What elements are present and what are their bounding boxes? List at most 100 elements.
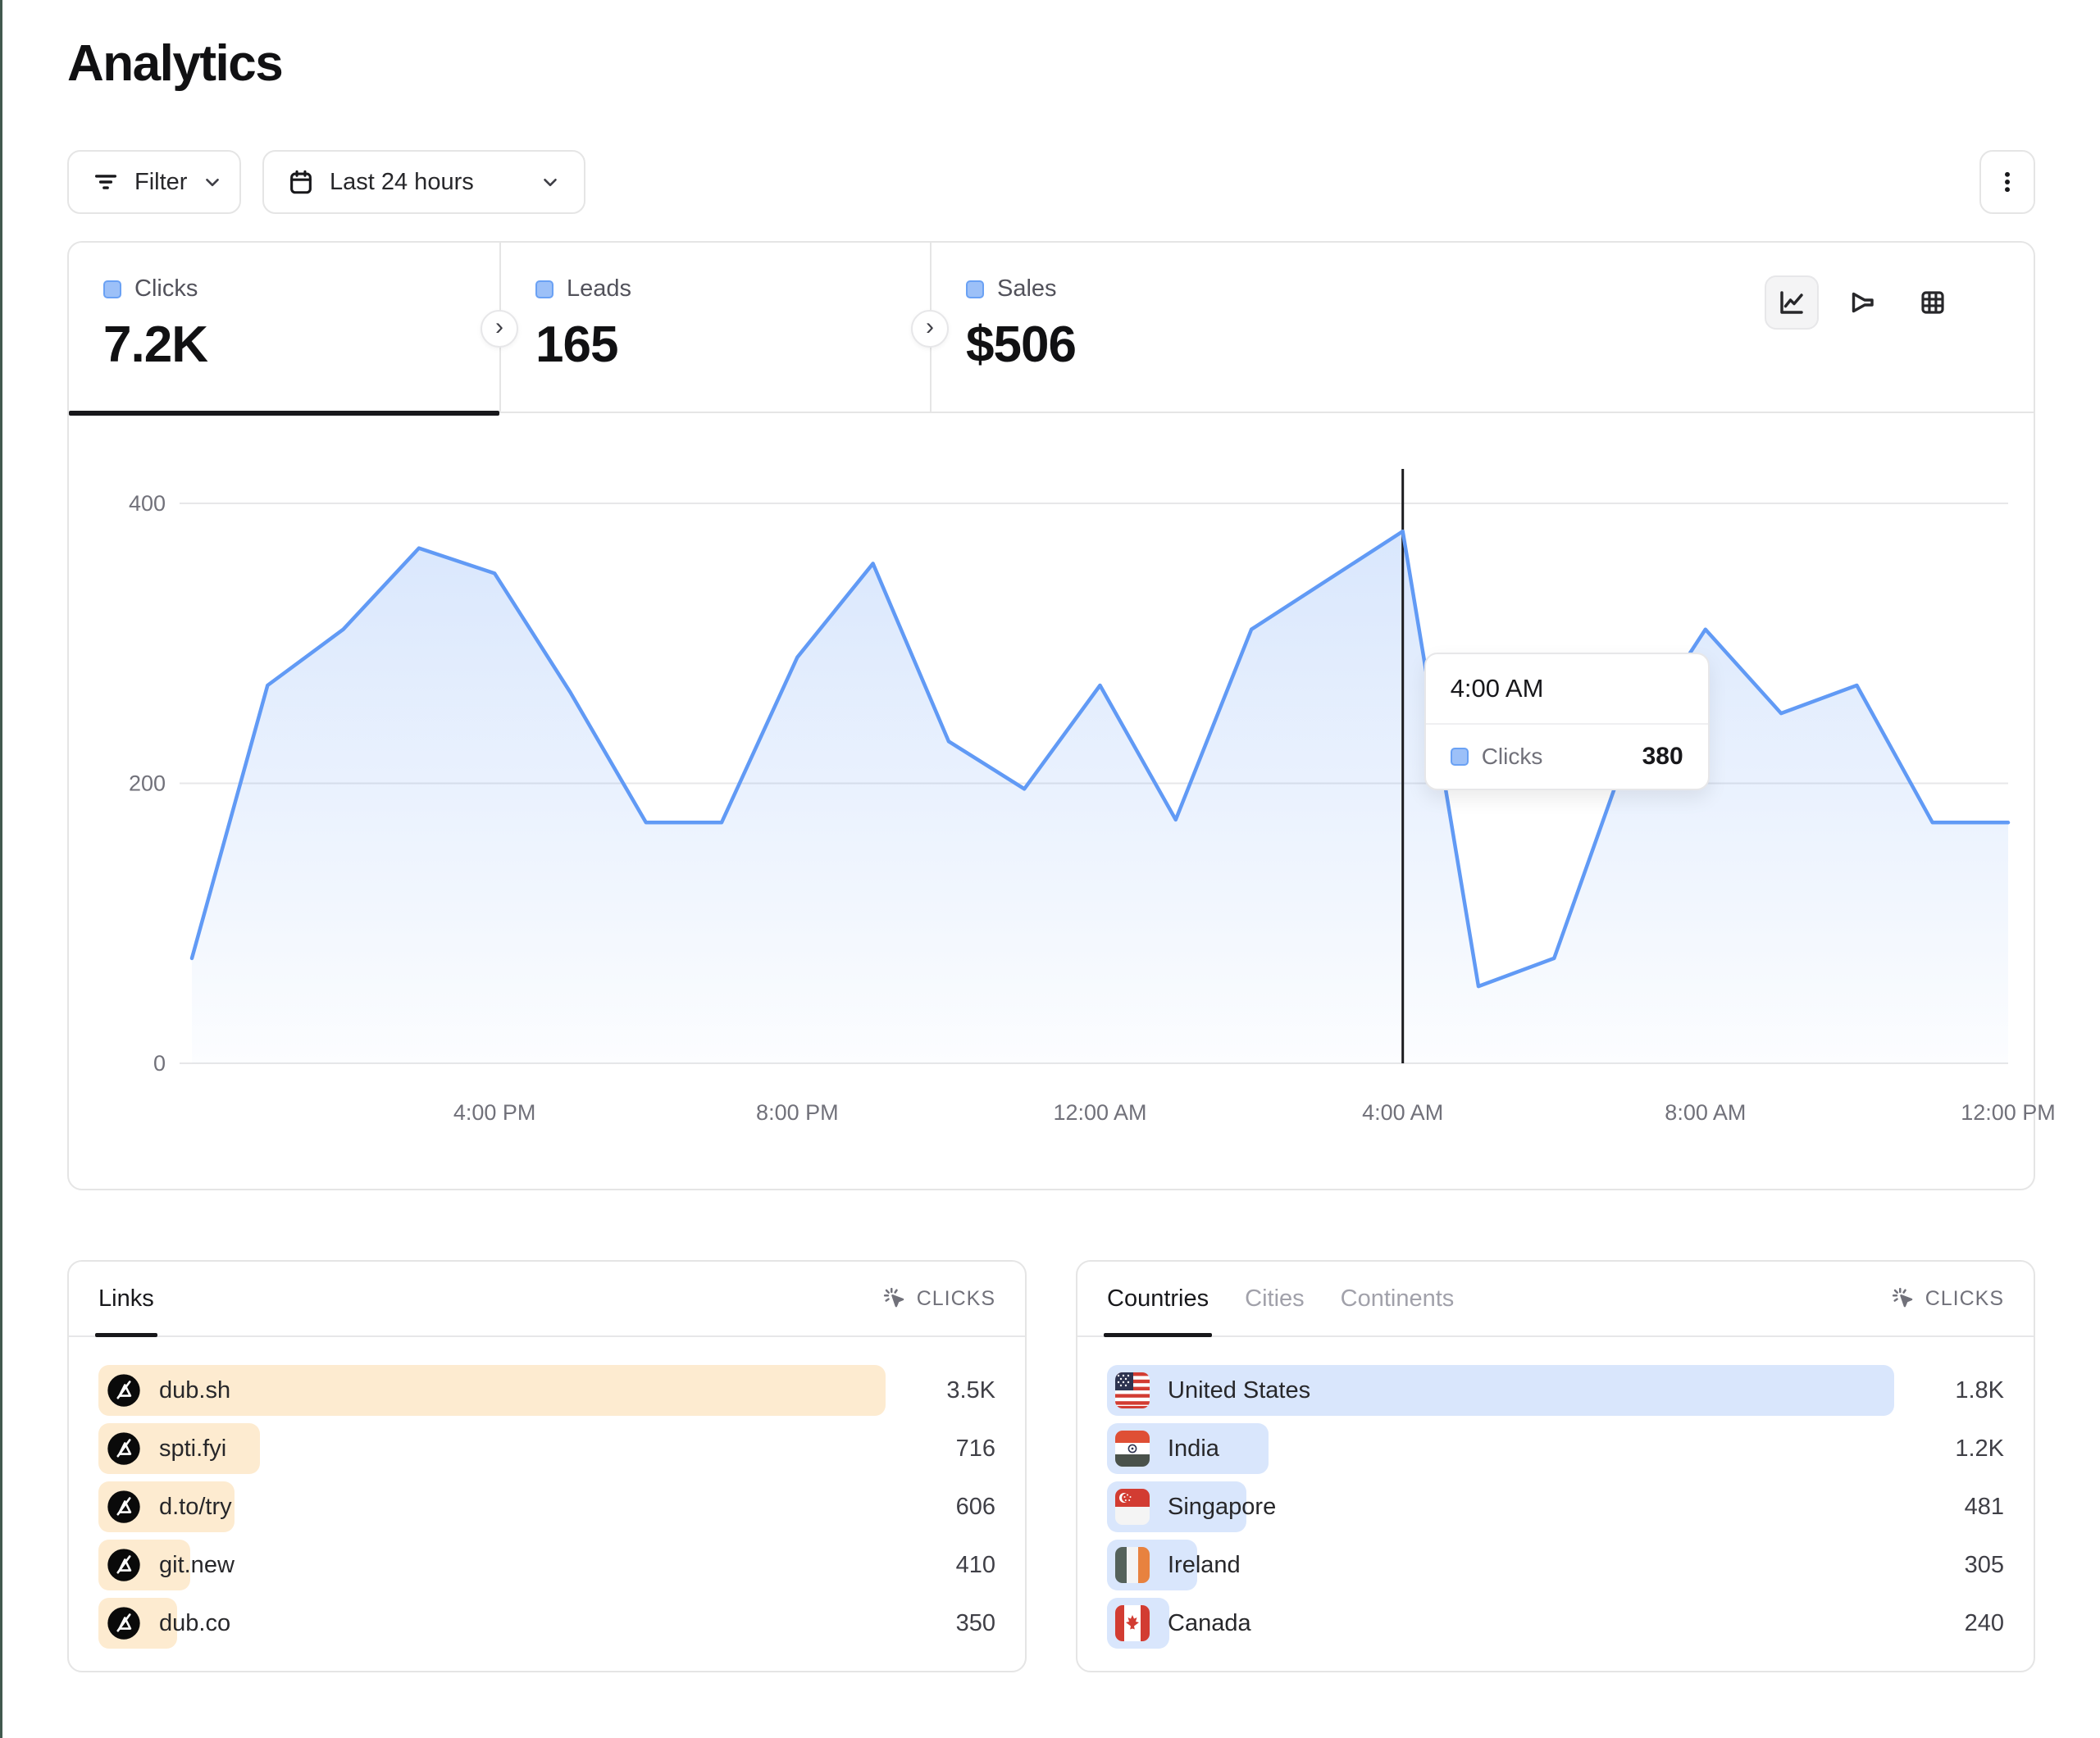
page-title: Analytics [67,35,284,92]
country-bar [1107,1365,1894,1416]
country-row-united-states[interactable]: United States 1.8K [1107,1365,2004,1416]
metric-tabs-header: Clicks 7.2K Leads 165 Sales [69,243,2034,416]
country-label: United States [1168,1376,1311,1404]
cursor-click-icon [1891,1286,1916,1311]
chevron-down-icon [202,171,223,193]
calendar-icon [287,168,315,196]
date-range-label: Last 24 hours [330,168,474,195]
india-flag-icon [1115,1431,1150,1467]
tab-continents[interactable]: Continents [1340,1285,1455,1312]
chevron-down-icon [540,171,561,193]
expand-leads-button[interactable]: › [481,310,518,348]
dub-logo-icon [107,1431,141,1466]
table-view-toggle[interactable] [1906,275,1960,330]
svg-text:0: 0 [153,1051,166,1076]
link-row-git.new[interactable]: git.new 410 [98,1540,995,1590]
link-label: git.new [159,1551,235,1578]
svg-text:200: 200 [129,771,166,796]
tab-countries[interactable]: Countries [1103,1262,1213,1337]
area-chart: 0 200 400 4:00 PM 8:00 PM 12:00 AM 4:00 AM 8:00… [129,469,2056,1125]
tab-leads[interactable]: Leads 165 [499,243,930,413]
links-metric-header[interactable]: CLICKS [882,1286,995,1311]
svg-text:4:00 PM: 4:00 PM [453,1100,536,1125]
link-row-dub.co[interactable]: dub.co 350 [98,1598,995,1649]
svg-text:12:00 PM: 12:00 PM [1961,1100,2056,1125]
filter-icon [92,168,120,196]
active-tab-underline [69,411,499,416]
country-row-canada[interactable]: Canada 240 [1107,1598,2004,1649]
left-edge-accent [0,0,2,1738]
link-label: spti.fyi [159,1435,227,1462]
dub-logo-icon [107,1548,141,1582]
sales-tab-label: Sales [997,275,1057,302]
leads-tab-label: Leads [567,275,632,302]
link-bar [98,1365,886,1416]
tooltip-legend-swatch [1450,748,1469,766]
link-row-d.to-try[interactable]: d.to/try 606 [98,1481,995,1532]
link-clicks-value: 410 [955,1551,995,1578]
country-label: Ireland [1168,1551,1241,1578]
chevron-right-icon: › [926,313,934,340]
table-view-icon [1918,288,1947,317]
clicks-time-series-chart[interactable]: 0 200 400 4:00 PM 8:00 PM 12:00 AM 4:00 AM 8:00… [69,413,2056,1189]
link-clicks-value: 606 [955,1493,995,1520]
singapore-flag-icon [1115,1489,1150,1525]
funnel-chart-icon [1847,288,1877,317]
svg-text:4:00 AM: 4:00 AM [1362,1100,1443,1125]
filter-button[interactable]: Filter [67,150,241,214]
country-clicks-value: 1.2K [1955,1435,2004,1462]
links-panel: Links CLICKS dub.sh 3.5K [67,1260,1027,1672]
dub-logo-icon [107,1373,141,1408]
link-row-spti.fyi[interactable]: spti.fyi 716 [98,1423,995,1474]
link-label: dub.sh [159,1376,231,1404]
country-row-singapore[interactable]: Singapore 481 [1107,1481,2004,1532]
countries-panel-header: Countries Cities Continents CLICKS [1077,1262,2034,1337]
sales-legend-swatch [966,280,984,298]
expand-sales-button[interactable]: › [911,310,949,348]
country-row-ireland[interactable]: Ireland 305 [1107,1540,2004,1590]
content-area: Analytics Filter Last 24 hours [67,0,2056,1738]
tab-links[interactable]: Links [95,1262,157,1337]
tab-sales[interactable]: Sales $506 [930,243,1360,413]
countries-list: United States 1.8K India 1.2K [1107,1365,2004,1656]
clicks-tab-value: 7.2K [103,316,208,373]
countries-metric-header[interactable]: CLICKS [1891,1286,2004,1311]
country-clicks-value: 305 [1964,1551,2004,1578]
date-range-button[interactable]: Last 24 hours [262,150,585,214]
chart-type-toggles [1765,275,1960,330]
area-chart-toggle[interactable] [1765,275,1819,330]
chart-tooltip: 4:00 AM Clicks 380 [1424,653,1710,790]
country-label: Canada [1168,1609,1251,1636]
svg-text:8:00 AM: 8:00 AM [1665,1100,1746,1125]
kebab-menu-icon [1993,168,2021,196]
funnel-chart-toggle[interactable] [1835,275,1889,330]
links-list: dub.sh 3.5K spti.fyi 716 d [98,1365,995,1656]
leads-tab-value: 165 [535,316,618,373]
more-options-button[interactable] [1979,150,2035,214]
country-clicks-value: 481 [1964,1493,2004,1520]
links-metric-label: CLICKS [916,1286,995,1310]
links-panel-header: Links CLICKS [69,1262,1025,1337]
svg-text:8:00 PM: 8:00 PM [756,1100,839,1125]
tab-cities[interactable]: Cities [1245,1285,1305,1312]
tooltip-value: 380 [1642,743,1683,770]
sales-tab-value: $506 [966,316,1077,373]
link-clicks-value: 716 [955,1435,995,1462]
leads-legend-swatch [535,280,553,298]
tooltip-time-label: 4:00 AM [1425,654,1708,725]
country-clicks-value: 240 [1964,1609,2004,1636]
link-clicks-value: 3.5K [946,1376,995,1404]
us-flag-icon [1115,1372,1150,1408]
ireland-flag-icon [1115,1547,1150,1583]
link-row-dub.sh[interactable]: dub.sh 3.5K [98,1365,995,1416]
canada-flag-icon [1115,1605,1150,1641]
link-label: d.to/try [159,1493,232,1520]
clicks-legend-swatch [103,280,121,298]
country-clicks-value: 1.8K [1955,1376,2004,1404]
tooltip-series-label: Clicks [1481,744,1543,769]
dub-logo-icon [107,1490,141,1524]
country-row-india[interactable]: India 1.2K [1107,1423,2004,1474]
tab-clicks[interactable]: Clicks 7.2K [69,243,499,416]
svg-text:12:00 AM: 12:00 AM [1053,1100,1146,1125]
